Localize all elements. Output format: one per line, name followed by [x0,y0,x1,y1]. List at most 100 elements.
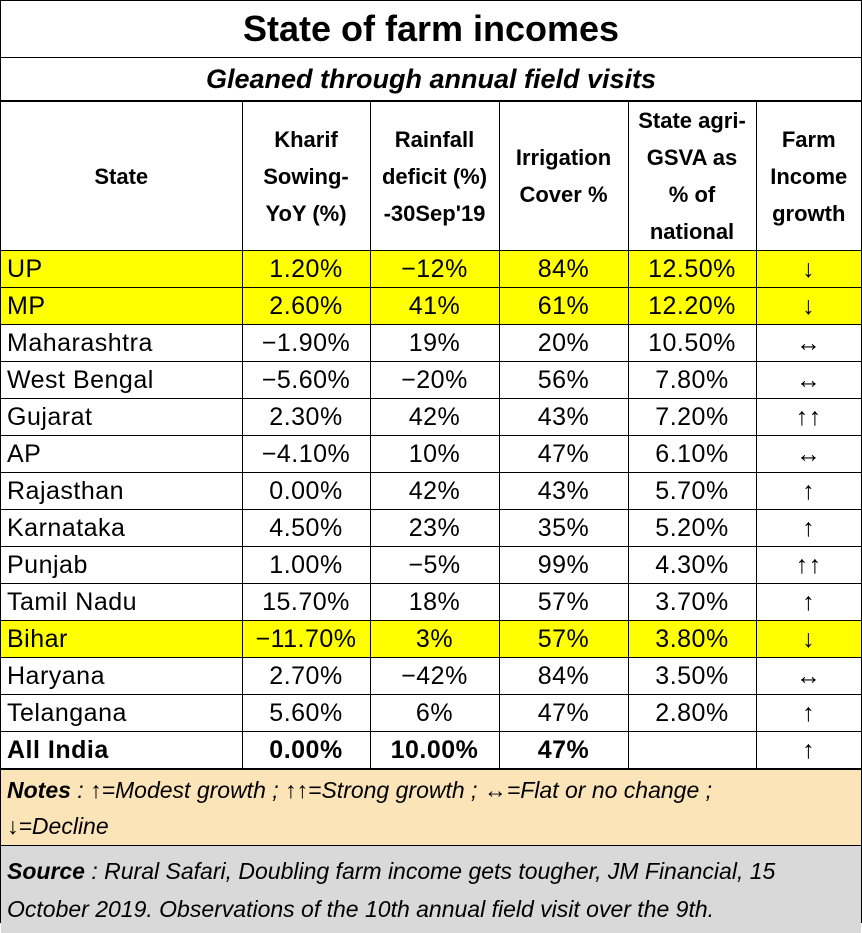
cell-kharif-sowing: 2.30% [241,398,371,436]
table-row: Bihar −11.70% 3% 57% 3.80% ↓ [1,620,861,658]
cell-rainfall-deficit: 10.00% [369,731,500,769]
cell-state: West Bengal [1,361,243,399]
cell-state: Karnataka [1,509,243,547]
cell-irrigation-cover: 43% [498,398,629,436]
source-note: Source : Rural Safari, Doubling farm inc… [1,845,861,933]
table-row: West Bengal −5.60% −20% 56% 7.80% ↔ [1,361,861,399]
cell-agri-gsva-share: 7.80% [627,361,757,399]
cell-agri-gsva-share: 3.80% [627,620,757,658]
cell-kharif-sowing: 1.20% [241,250,371,288]
cell-agri-gsva-share: 12.20% [627,287,757,325]
table-row: Tamil Nadu 15.70% 18% 57% 3.70% ↑ [1,583,861,621]
cell-rainfall-deficit: 42% [369,398,500,436]
cell-state: Telangana [1,694,243,732]
table-row: Telangana 5.60% 6% 47% 2.80% ↑ [1,694,861,732]
cell-kharif-sowing: 0.00% [241,731,371,769]
cell-state: AP [1,435,243,473]
cell-rainfall-deficit: 3% [369,620,500,658]
page-subtitle: Gleaned through annual field visits [1,58,861,101]
cell-rainfall-deficit: 23% [369,509,500,547]
source-label: Source [7,858,85,884]
cell-irrigation-cover: 61% [498,287,629,325]
cell-irrigation-cover: 47% [498,731,629,769]
cell-agri-gsva-share: 5.70% [627,472,757,510]
table-row: Rajasthan 0.00% 42% 43% 5.70% ↑ [1,472,861,510]
cell-state: Rajasthan [1,472,243,510]
cell-agri-gsva-share: 10.50% [627,324,757,362]
table-row: Haryana 2.70% −42% 84% 3.50% ↔ [1,657,861,695]
cell-state: Haryana [1,657,243,695]
farm-income-table: State Kharif Sowing- YoY (%) Rainfall defic… [1,101,861,769]
header-farm-income-growth: Farm Income growth [755,101,861,251]
growth-arrow-icon: ↓ [755,287,861,325]
table-row: AP −4.10% 10% 47% 6.10% ↔ [1,435,861,473]
cell-agri-gsva-share: 4.30% [627,546,757,584]
cell-rainfall-deficit: −12% [369,250,500,288]
cell-state: MP [1,287,243,325]
cell-kharif-sowing: −11.70% [241,620,371,658]
cell-state: All India [1,731,243,769]
decline-icon: ↓ [7,813,19,839]
flat-text: =Flat or no change ; [506,777,713,803]
header-kharif: Kharif Sowing- YoY (%) [241,101,371,251]
cell-state: Tamil Nadu [1,583,243,621]
growth-arrow-icon: ↑↑ [755,546,861,584]
growth-arrow-icon: ↔ [755,435,861,473]
strong-growth-icon: ↑↑ [285,777,309,803]
cell-irrigation-cover: 57% [498,620,629,658]
cell-irrigation-cover: 84% [498,250,629,288]
table-row: Gujarat 2.30% 42% 43% 7.20% ↑↑ [1,398,861,436]
table-row: Maharashtra −1.90% 19% 20% 10.50% ↔ [1,324,861,362]
cell-kharif-sowing: 5.60% [241,694,371,732]
table-row: Karnataka 4.50% 23% 35% 5.20% ↑ [1,509,861,547]
cell-state: Punjab [1,546,243,584]
table-row: UP 1.20% −12% 84% 12.50% ↓ [1,250,861,288]
growth-arrow-icon: ↓ [755,250,861,288]
header-irrigation: Irrigation Cover % [498,101,629,251]
cell-kharif-sowing: 1.00% [241,546,371,584]
cell-kharif-sowing: 15.70% [241,583,371,621]
cell-irrigation-cover: 84% [498,657,629,695]
cell-kharif-sowing: 2.60% [241,287,371,325]
growth-arrow-icon: ↔ [755,657,861,695]
cell-agri-gsva-share: 6.10% [627,435,757,473]
growth-arrow-icon: ↑ [755,509,861,547]
cell-rainfall-deficit: −42% [369,657,500,695]
growth-arrow-icon: ↑ [755,694,861,732]
cell-kharif-sowing: 0.00% [241,472,371,510]
growth-arrow-icon: ↑ [755,583,861,621]
cell-rainfall-deficit: 41% [369,287,500,325]
cell-agri-gsva-share: 7.20% [627,398,757,436]
decline-text: =Decline [18,813,109,839]
flat-icon: ↔ [483,777,507,803]
cell-rainfall-deficit: −20% [369,361,500,399]
modest-growth-icon: ↑ [90,777,102,803]
cell-kharif-sowing: 2.70% [241,657,371,695]
notes-legend: Notes : ↑=Modest growth ; ↑↑=Strong grow… [1,769,861,845]
cell-irrigation-cover: 47% [498,435,629,473]
cell-agri-gsva-share: 5.20% [627,509,757,547]
cell-irrigation-cover: 56% [498,361,629,399]
cell-rainfall-deficit: 6% [369,694,500,732]
cell-rainfall-deficit: 19% [369,324,500,362]
strong-growth-text: =Strong growth ; [308,777,478,803]
cell-kharif-sowing: −5.60% [241,361,371,399]
growth-arrow-icon: ↔ [755,361,861,399]
cell-kharif-sowing: −1.90% [241,324,371,362]
cell-rainfall-deficit: 18% [369,583,500,621]
cell-kharif-sowing: −4.10% [241,435,371,473]
cell-irrigation-cover: 43% [498,472,629,510]
growth-arrow-icon: ↑ [755,472,861,510]
cell-state: Bihar [1,620,243,658]
table-row: Punjab 1.00% −5% 99% 4.30% ↑↑ [1,546,861,584]
header-rainfall: Rainfall deficit (%) -30Sep'19 [369,101,500,251]
modest-growth-text: =Modest growth ; [101,777,279,803]
growth-arrow-icon: ↔ [755,324,861,362]
cell-irrigation-cover: 99% [498,546,629,584]
table-row: MP 2.60% 41% 61% 12.20% ↓ [1,287,861,325]
cell-rainfall-deficit: −5% [369,546,500,584]
cell-state: UP [1,250,243,288]
cell-agri-gsva-share: 12.50% [627,250,757,288]
growth-arrow-icon: ↓ [755,620,861,658]
